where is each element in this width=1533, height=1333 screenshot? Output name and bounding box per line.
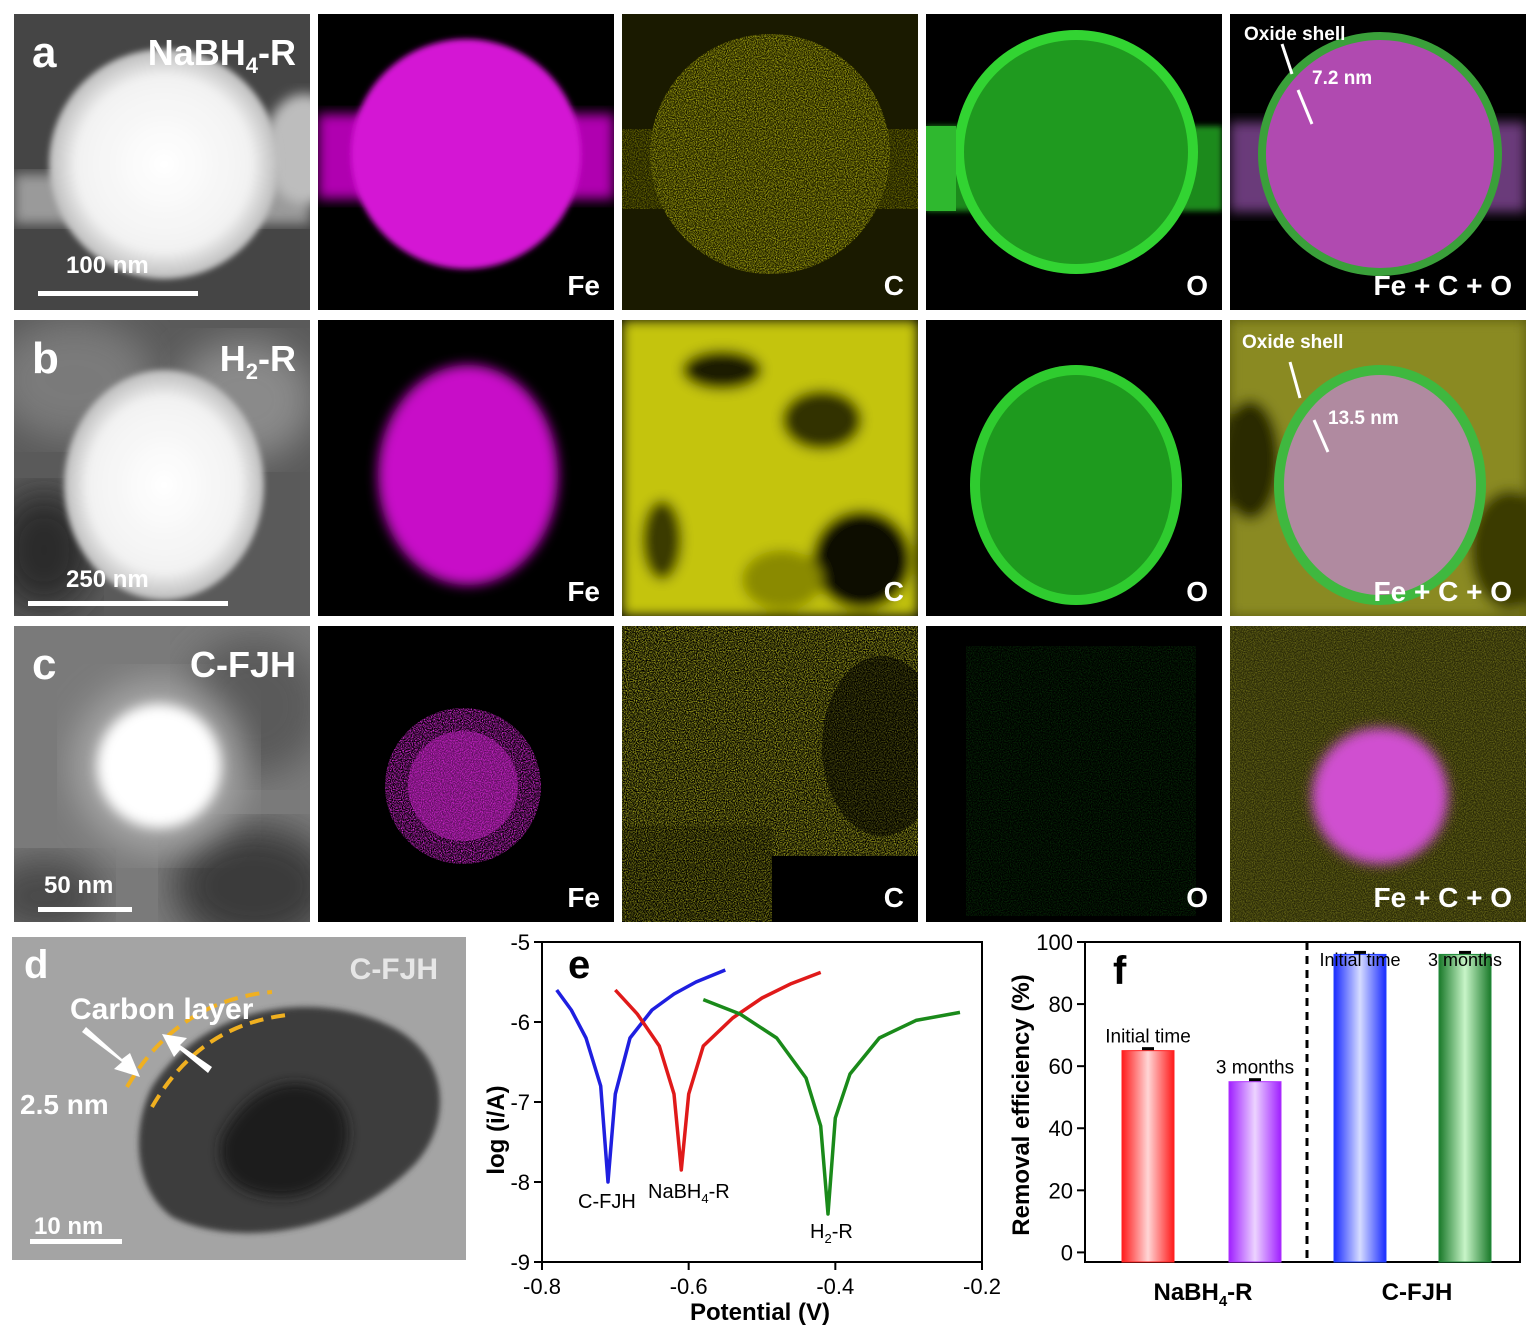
- x-tick-label-e: -0.4: [816, 1274, 854, 1299]
- panel-c-o: O: [926, 626, 1222, 922]
- panel-letter-b: b: [32, 334, 59, 383]
- x-tick-label-e: -0.6: [670, 1274, 708, 1299]
- y-tick-label-f: 80: [1049, 992, 1073, 1017]
- panel-a-fe: Fe: [318, 14, 614, 310]
- tafel-chart: -0.8 -0.6 -0.4 -0.2 -5 -6 -7 -8 -9 e Potential (…: [483, 930, 1000, 1326]
- bar: [1438, 953, 1492, 1263]
- element-label-c-fe: Fe: [567, 882, 600, 913]
- panel-d-hrtem: d C-FJH Carbon layer 2.5 nm 10 nm: [12, 937, 466, 1260]
- x-tick-label-e: -0.2: [963, 1274, 1000, 1299]
- y-tick-label-f: 60: [1049, 1054, 1073, 1079]
- element-label-a-o: O: [1186, 270, 1208, 301]
- y-tick-label-f: 0: [1061, 1240, 1073, 1265]
- bar-label: Initial time: [1319, 950, 1400, 970]
- y-tick-label-e: -9: [510, 1250, 530, 1275]
- panel-a-o: O: [926, 14, 1222, 310]
- bar: [1228, 1081, 1282, 1263]
- thickness-label-b: 13.5 nm: [1328, 408, 1399, 429]
- thickness-label-a: 7.2 nm: [1312, 68, 1373, 89]
- panel-a-haadf: a NaBH4-R 100 nm: [14, 14, 310, 310]
- tafel-series-line: [614, 970, 822, 1172]
- scale-bar-c: [38, 907, 132, 912]
- curve-label-h2: H2-R: [810, 1221, 853, 1246]
- curve-label-cfjh: C-FJH: [578, 1191, 636, 1213]
- panel-b-c: C: [622, 320, 918, 616]
- scale-bar-d: [30, 1239, 122, 1244]
- y-axis-title-f: Removal efficiency (%): [1008, 974, 1035, 1235]
- carbon-layer-inner-dash: [150, 1013, 288, 1109]
- element-label-c-o: O: [1186, 882, 1208, 913]
- element-label-a-fe: Fe: [567, 270, 600, 301]
- group-label-nabh: NaBH4-R: [1153, 1279, 1252, 1310]
- scale-text-c: 50 nm: [44, 872, 114, 899]
- group-label-cfjh: C-FJH: [1382, 1279, 1453, 1306]
- arrow-outer-d: [82, 1027, 140, 1077]
- scale-text-b: 250 nm: [66, 566, 149, 593]
- tafel-series-line: [555, 968, 726, 1184]
- y-tick-label-e: -8: [510, 1170, 530, 1195]
- bar: [1121, 1050, 1175, 1263]
- bar: [1333, 953, 1387, 1263]
- bar-label: 3 months: [1216, 1058, 1294, 1079]
- panel-c-c: C: [622, 626, 918, 922]
- sample-label-d: C-FJH: [349, 953, 438, 986]
- element-label-b-overlay: Fe + C + O: [1373, 576, 1513, 607]
- element-label-c-c: C: [883, 882, 904, 913]
- panel-letter-a: a: [32, 28, 57, 77]
- panel-c-fe: Fe: [318, 626, 614, 922]
- oxide-shell-label-a: Oxide shell: [1244, 24, 1346, 45]
- arrow-outer-b: [1288, 361, 1302, 399]
- y-tick-label-e: -6: [510, 1010, 530, 1035]
- removal-bar-chart: 0 20 40 60 80 100 Initial time 3 months Initial…: [1008, 930, 1521, 1310]
- element-label-b-o: O: [1186, 576, 1208, 607]
- curve-label-nabh: NaBH4-R: [648, 1181, 730, 1206]
- element-label-b-fe: Fe: [567, 576, 600, 607]
- scale-bar-a: [38, 291, 198, 296]
- haadf-image-a: [14, 14, 310, 310]
- panel-letter-c: c: [32, 640, 57, 689]
- bar-label: 3 months: [1428, 950, 1502, 970]
- panel-b-overlay: Oxide shell 13.5 nm Fe + C + O: [1230, 320, 1526, 616]
- element-label-a-c: C: [883, 270, 904, 301]
- carbon-layer-outer-dash: [125, 990, 273, 1089]
- y-tick-label-f: 100: [1036, 930, 1073, 955]
- panel-b-fe: Fe: [318, 320, 614, 616]
- element-label-c-overlay: Fe + C + O: [1373, 882, 1513, 913]
- panel-a-overlay: Oxide shell 7.2 nm Fe + C + O: [1230, 14, 1526, 310]
- panel-letter-e: e: [568, 943, 590, 987]
- carbon-thickness-label: 2.5 nm: [20, 1089, 109, 1120]
- y-tick-label-f: 20: [1049, 1178, 1073, 1203]
- panel-c-haadf: c C-FJH 50 nm: [14, 626, 310, 922]
- y-tick-label-f: 40: [1049, 1116, 1073, 1141]
- panel-a-c: C: [622, 14, 918, 310]
- panel-letter-f: f: [1113, 949, 1127, 993]
- panel-b-haadf: b H2-R 250 nm: [14, 320, 310, 616]
- scale-text-d: 10 nm: [34, 1213, 104, 1240]
- panel-b-o: O: [926, 320, 1222, 616]
- panel-c-overlay: Fe + C + O: [1230, 626, 1526, 922]
- carbon-layer-label: Carbon layer: [70, 993, 254, 1026]
- element-label-a-overlay: Fe + C + O: [1373, 270, 1513, 301]
- arrow-inner-d: [162, 1034, 212, 1073]
- panel-letter-d: d: [24, 943, 49, 987]
- tafel-series-line: [702, 997, 961, 1216]
- y-tick-label-e: -5: [510, 930, 530, 955]
- arrow-inner-b: [1312, 419, 1330, 453]
- x-tick-label-e: -0.8: [523, 1274, 561, 1299]
- sample-label-a: NaBH4-R: [147, 32, 296, 79]
- arrow-inner-a: [1296, 89, 1314, 125]
- y-tick-label-e: -7: [510, 1090, 530, 1115]
- scale-bar-b: [28, 601, 228, 606]
- arrow-outer-a: [1280, 43, 1294, 75]
- scale-text-a: 100 nm: [66, 252, 149, 279]
- oxide-shell-label-b: Oxide shell: [1242, 332, 1344, 353]
- tafel-axes: [541, 941, 983, 1263]
- element-label-b-c: C: [883, 576, 904, 607]
- bar-label: Initial time: [1105, 1027, 1191, 1048]
- y-axis-title-e: log (i/A): [483, 1085, 510, 1174]
- x-axis-title-e: Potential (V): [690, 1299, 830, 1326]
- sample-label-c: C-FJH: [190, 644, 296, 685]
- sample-label-b: H2-R: [219, 338, 296, 385]
